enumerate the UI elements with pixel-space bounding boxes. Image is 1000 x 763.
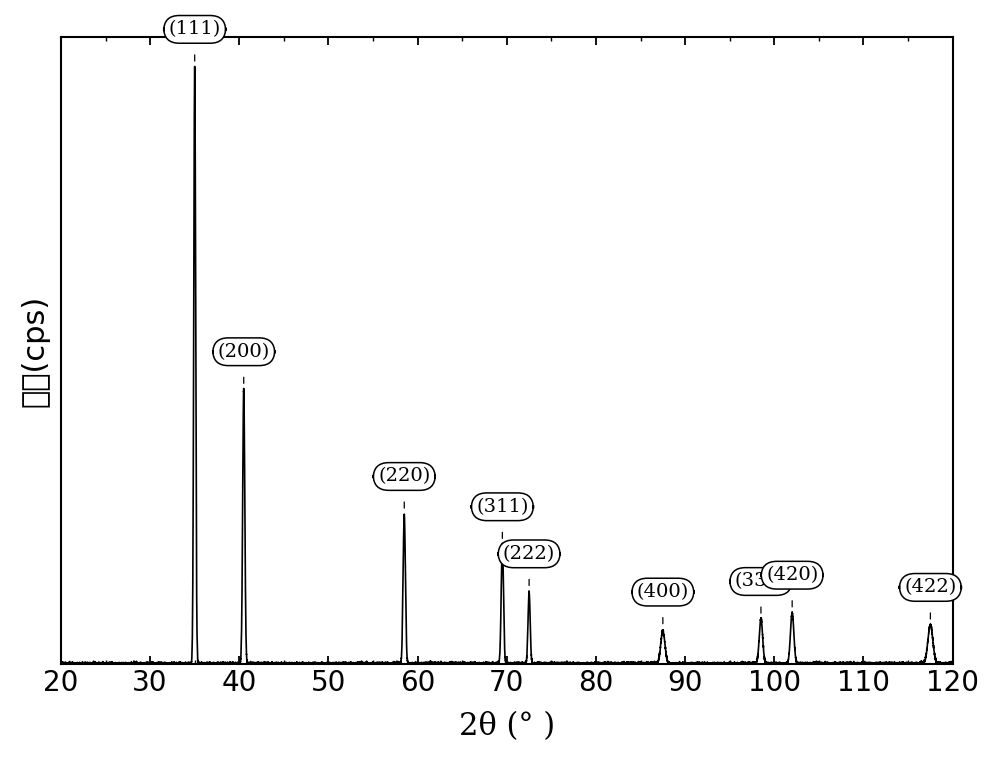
Text: (200): (200) bbox=[218, 343, 270, 361]
Text: (420): (420) bbox=[766, 566, 818, 584]
Y-axis label: 强度(cps): 强度(cps) bbox=[21, 295, 50, 407]
Text: (111): (111) bbox=[169, 21, 221, 38]
Text: (400): (400) bbox=[637, 583, 689, 601]
X-axis label: 2θ (° ): 2θ (° ) bbox=[459, 711, 555, 742]
Text: (422): (422) bbox=[904, 578, 956, 597]
Text: (331): (331) bbox=[735, 572, 787, 591]
Text: (222): (222) bbox=[503, 545, 555, 563]
Text: (220): (220) bbox=[378, 468, 430, 485]
Text: (311): (311) bbox=[476, 497, 529, 516]
